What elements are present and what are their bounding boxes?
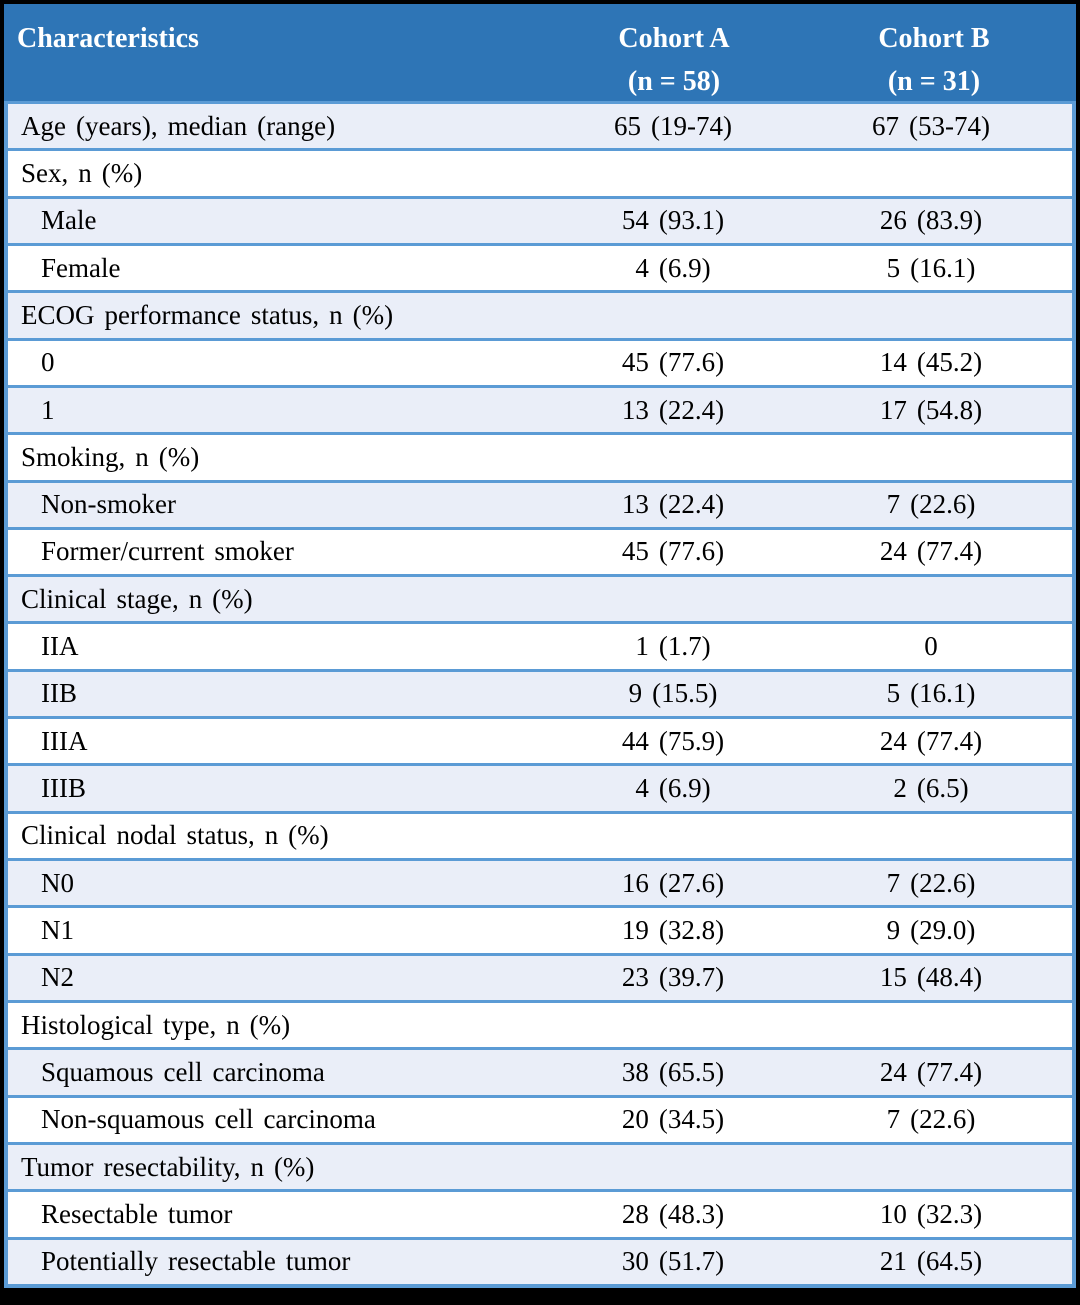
cohort-b-value: 0 (924, 631, 938, 662)
cohort-a-value: 30 (51.7) (621, 1246, 725, 1277)
row-label: IIIB (41, 773, 86, 804)
row-label: IIB (41, 678, 77, 709)
row-label: N0 (41, 867, 74, 898)
cohort-b-value: 15 (48.4) (879, 962, 983, 993)
row-label: Non-squamous cell carcinoma (41, 1104, 376, 1135)
table-header-row: Characteristics Cohort A (n = 58) Cohort… (4, 4, 1076, 101)
cohort-b-value: 2 (6.5) (893, 773, 969, 804)
cohort-a-value: 38 (65.5) (621, 1056, 725, 1087)
row-label: Non-smoker (41, 489, 176, 520)
table-row: Smoking, n (%) (8, 435, 1072, 483)
header-cohort-a-n: (n = 58) (627, 66, 721, 97)
table-row: Clinical stage, n (%) (8, 577, 1072, 625)
cohort-a-value: 44 (75.9) (621, 725, 725, 756)
row-label: Former/current smoker (41, 536, 294, 567)
table-row: N2 23 (39.7) 15 (48.4) (8, 955, 1072, 1003)
header-cohort-b-name: Cohort B (878, 23, 990, 54)
row-label: Sex, n (%) (21, 157, 143, 188)
header-characteristics-label: Characteristics (17, 23, 199, 54)
row-label: Clinical stage, n (%) (21, 583, 253, 614)
table-row: Potentially resectable tumor 30 (51.7) 2… (8, 1239, 1072, 1284)
cohort-b-value: 26 (83.9) (879, 205, 983, 236)
table-row: N1 19 (32.8) 9 (29.0) (8, 908, 1072, 956)
cohort-a-value: 4 (6.9) (635, 773, 711, 804)
cohort-a-value: 1 (1.7) (635, 631, 711, 662)
table-row: Age (years), median (range) 65 (19-74) 6… (8, 104, 1072, 152)
cohort-b-value: 24 (77.4) (879, 536, 983, 567)
cohort-b-value: 7 (22.6) (886, 867, 976, 898)
header-characteristics: Characteristics (4, 4, 556, 101)
table-row: 1 13 (22.4) 17 (54.8) (8, 387, 1072, 436)
row-label: 1 (41, 394, 55, 425)
table-row: Male 54 (93.1) 26 (83.9) (8, 198, 1072, 246)
cohort-b-value: 24 (77.4) (879, 1056, 983, 1087)
table-row: Squamous cell carcinoma 38 (65.5) 24 (77… (8, 1050, 1072, 1098)
row-label: Smoking, n (%) (21, 441, 200, 472)
row-label: N2 (41, 962, 74, 993)
cohort-b-value: 14 (45.2) (879, 347, 983, 378)
table-row: Non-squamous cell carcinoma 20 (34.5) 7 … (8, 1097, 1072, 1145)
table-row: Non-smoker 13 (22.4) 7 (22.6) (8, 482, 1072, 530)
row-label: Histological type, n (%) (21, 1009, 291, 1040)
cohort-a-value: 65 (19-74) (614, 110, 732, 141)
cohort-a-value: 23 (39.7) (621, 962, 725, 993)
row-label: Potentially resectable tumor (41, 1246, 351, 1277)
table-row: Clinical nodal status, n (%) (8, 813, 1072, 861)
table-row: Histological type, n (%) (8, 1002, 1072, 1051)
cohort-b-value: 7 (22.6) (886, 1104, 976, 1135)
cohort-b-value: 5 (16.1) (886, 252, 976, 283)
cohort-a-value: 28 (48.3) (621, 1198, 725, 1229)
cohort-b-value: 21 (64.5) (879, 1246, 983, 1277)
cohort-b-value: 24 (77.4) (879, 725, 983, 756)
table-row: Female 4 (6.9) 5 (16.1) (8, 245, 1072, 294)
table-row: 0 45 (77.6) 14 (45.2) (8, 340, 1072, 388)
header-cohort-a: Cohort A (n = 58) (556, 4, 792, 101)
cohort-b-value: 7 (22.6) (886, 489, 976, 520)
table-row: N0 16 (27.6) 7 (22.6) (8, 861, 1072, 909)
table-row: IIIA 44 (75.9) 24 (77.4) (8, 719, 1072, 767)
row-label: IIA (41, 631, 79, 662)
cohort-a-value: 19 (32.8) (621, 914, 725, 945)
cohort-a-value: 45 (77.6) (621, 347, 725, 378)
table-body: Age (years), median (range) 65 (19-74) 6… (4, 101, 1076, 1288)
table-row: IIIB 4 (6.9) 2 (6.5) (8, 766, 1072, 814)
cohort-a-value: 16 (27.6) (621, 867, 725, 898)
header-cohort-a-name: Cohort A (618, 23, 730, 54)
cohort-b-value: 10 (32.3) (879, 1198, 983, 1229)
table-row: IIA 1 (1.7) 0 (8, 624, 1072, 672)
cohort-b-value: 9 (29.0) (886, 914, 976, 945)
table-row: Tumor resectability, n (%) (8, 1144, 1072, 1193)
cohort-a-value: 13 (22.4) (621, 489, 725, 520)
characteristics-table: Characteristics Cohort A (n = 58) Cohort… (4, 4, 1076, 1288)
cohort-a-value: 54 (93.1) (621, 205, 725, 236)
cohort-a-value: 20 (34.5) (621, 1104, 725, 1135)
table-row: IIB 9 (15.5) 5 (16.1) (8, 671, 1072, 720)
cohort-b-value: 17 (54.8) (879, 394, 983, 425)
cohort-b-value: 67 (53-74) (872, 110, 990, 141)
row-label: N1 (41, 914, 74, 945)
row-label: Male (41, 205, 97, 236)
row-label: IIIA (41, 725, 88, 756)
cohort-a-value: 4 (6.9) (635, 252, 711, 283)
table-row: Former/current smoker 45 (77.6) 24 (77.4… (8, 529, 1072, 578)
table-row: ECOG performance status, n (%) (8, 293, 1072, 341)
row-label: Female (41, 252, 121, 283)
row-label: 0 (41, 347, 55, 378)
cohort-a-value: 45 (77.6) (621, 536, 725, 567)
header-cohort-b-n: (n = 31) (887, 66, 981, 97)
cohort-a-value: 13 (22.4) (621, 394, 725, 425)
header-cohort-b: Cohort B (n = 31) (792, 4, 1076, 101)
row-label: Resectable tumor (41, 1198, 233, 1229)
table-row: Resectable tumor 28 (48.3) 10 (32.3) (8, 1192, 1072, 1240)
cohort-b-value: 5 (16.1) (886, 678, 976, 709)
row-label: Age (years), median (range) (21, 110, 336, 141)
row-label: Squamous cell carcinoma (41, 1056, 325, 1087)
row-label: Tumor resectability, n (%) (21, 1151, 315, 1182)
cohort-a-value: 9 (15.5) (628, 678, 718, 709)
row-label: ECOG performance status, n (%) (21, 299, 394, 330)
table-row: Sex, n (%) (8, 151, 1072, 199)
row-label: Clinical nodal status, n (%) (21, 820, 329, 851)
